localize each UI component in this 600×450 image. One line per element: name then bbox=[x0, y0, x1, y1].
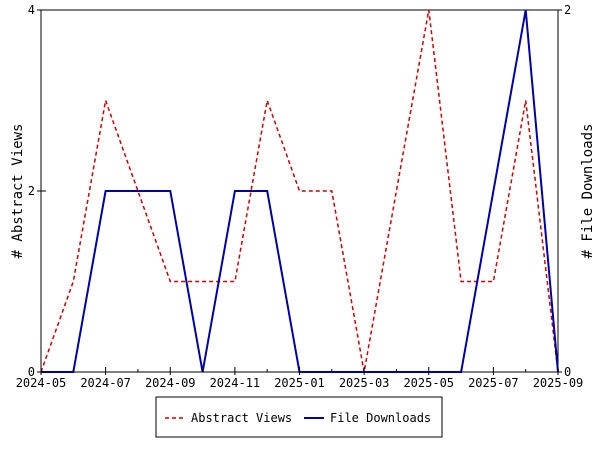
x-tick-label: 2024-05 bbox=[16, 376, 67, 390]
x-tick-label: 2024-09 bbox=[145, 376, 196, 390]
x-tick-label: 2024-07 bbox=[80, 376, 131, 390]
y2-tick-label: 2 bbox=[564, 3, 571, 17]
x-tick-label: 2025-07 bbox=[468, 376, 519, 390]
x-tick-label: 2025-03 bbox=[339, 376, 390, 390]
x-tick-label: 2025-05 bbox=[403, 376, 454, 390]
legend-box bbox=[155, 396, 443, 438]
legend: Abstract Views File Downloads bbox=[155, 396, 443, 438]
legend-label-abstract-views: Abstract Views bbox=[191, 411, 292, 425]
y2-axis-label: # File Downloads bbox=[580, 124, 596, 259]
y2-tick-label: 0 bbox=[564, 365, 571, 379]
x-tick-label: 2025-01 bbox=[274, 376, 325, 390]
y-tick-label: 0 bbox=[28, 365, 35, 379]
y-tick-label: 4 bbox=[28, 3, 35, 17]
series-line-abstract-views bbox=[40, 9, 559, 373]
x-tick-label: 2024-11 bbox=[210, 376, 261, 390]
y-tick-label: 2 bbox=[28, 184, 35, 198]
y-axis-label: # Abstract Views bbox=[10, 124, 26, 259]
tick-layer: 2024-05 2024-07 2024-09 2024-11 2025-01 2025-… bbox=[16, 3, 584, 390]
x-tick-label: 2025-09 bbox=[533, 376, 584, 390]
legend-label-file-downloads: File Downloads bbox=[330, 411, 431, 425]
